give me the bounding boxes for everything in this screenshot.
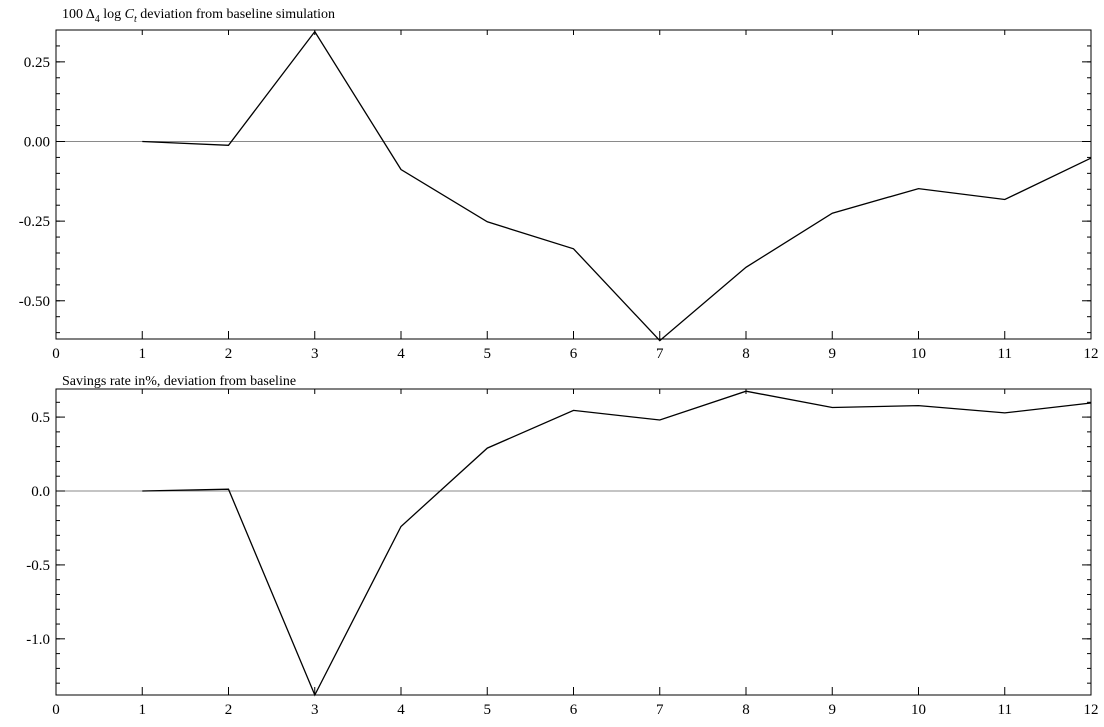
x-tick-label-savings: 12 bbox=[1084, 702, 1099, 718]
x-tick-label-savings: 2 bbox=[225, 702, 233, 718]
x-tick-label-consumption: 7 bbox=[656, 346, 664, 362]
axes-consumption: 0 1 2 3 4 5 6 7 8 9 10 11 120.250.00-0.25-0.50 bbox=[19, 29, 1099, 362]
x-tick-label-savings: 5 bbox=[484, 702, 492, 718]
x-tick-label-savings: 7 bbox=[656, 702, 664, 718]
x-tick-label-savings: 8 bbox=[742, 702, 750, 718]
x-tick-label-consumption: 0 bbox=[52, 346, 60, 362]
x-tick-label-savings: 11 bbox=[998, 702, 1012, 718]
x-tick-label-savings: 0 bbox=[52, 702, 60, 718]
x-tick-label-consumption: 12 bbox=[1084, 346, 1099, 362]
panel-consumption-growth: 100 Δ4 log Ct deviation from baseline si… bbox=[19, 7, 1099, 362]
chart-title-savings: Savings rate in%, deviation from baselin… bbox=[62, 374, 296, 389]
y-tick-label-consumption: 0.25 bbox=[24, 55, 50, 71]
x-tick-label-savings: 9 bbox=[829, 702, 837, 718]
x-tick-label-consumption: 4 bbox=[397, 346, 405, 362]
x-tick-label-consumption: 6 bbox=[570, 346, 578, 362]
y-tick-label-savings: 0.5 bbox=[31, 410, 50, 426]
x-tick-label-savings: 4 bbox=[397, 702, 405, 718]
x-tick-label-savings: 6 bbox=[570, 702, 578, 718]
x-tick-label-consumption: 11 bbox=[998, 346, 1012, 362]
y-tick-label-savings: -0.5 bbox=[26, 558, 50, 574]
x-tick-label-consumption: 1 bbox=[139, 346, 147, 362]
x-tick-label-consumption: 8 bbox=[742, 346, 750, 362]
y-tick-label-savings: -1.0 bbox=[26, 632, 50, 648]
x-tick-label-savings: 3 bbox=[311, 702, 319, 718]
x-tick-label-consumption: 5 bbox=[484, 346, 492, 362]
x-tick-label-consumption: 9 bbox=[829, 346, 837, 362]
y-tick-label-consumption: -0.25 bbox=[19, 214, 50, 230]
x-tick-label-savings: 10 bbox=[911, 702, 926, 718]
panel-savings-rate: Savings rate in%, deviation from baselin… bbox=[26, 374, 1098, 718]
x-tick-label-consumption: 3 bbox=[311, 346, 319, 362]
y-tick-label-savings: 0.0 bbox=[31, 484, 50, 500]
y-tick-label-consumption: 0.00 bbox=[24, 134, 50, 150]
axes-savings: 0 1 2 3 4 5 6 7 8 9 10 11 120.50.0-0.5-1.0 bbox=[26, 389, 1099, 718]
y-tick-label-consumption: -0.50 bbox=[19, 294, 50, 310]
x-tick-label-savings: 1 bbox=[139, 702, 147, 718]
series-line-savings bbox=[142, 390, 1092, 697]
plot-frame-consumption bbox=[55, 29, 1092, 340]
chart-title-consumption: 100 Δ4 log Ct deviation from baseline si… bbox=[62, 7, 335, 25]
x-tick-label-consumption: 2 bbox=[225, 346, 233, 362]
series-line-consumption bbox=[142, 30, 1092, 342]
x-tick-label-consumption: 10 bbox=[911, 346, 926, 362]
plot-frame-savings bbox=[55, 388, 1092, 696]
